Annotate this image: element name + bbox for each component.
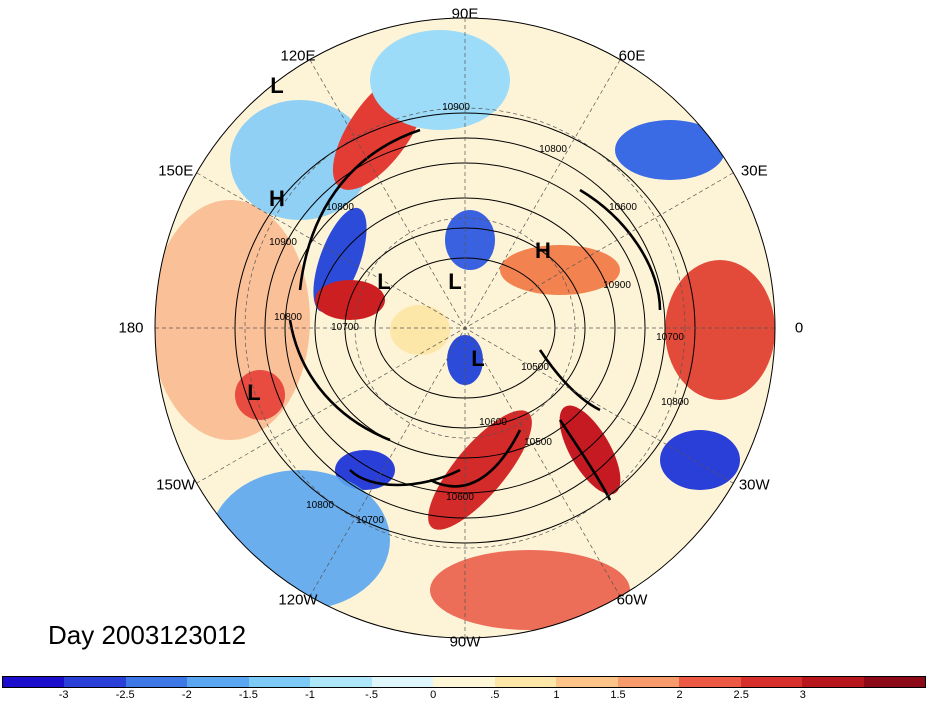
colorbar-swatch: [371, 677, 434, 687]
contour-label: 10500: [524, 437, 552, 448]
colorbar-swatch: [802, 677, 864, 687]
contour-label: 10600: [446, 492, 474, 503]
contour-label: 10800: [274, 312, 302, 323]
longitude-label: 90W: [449, 633, 481, 651]
colorbar-swatch: [64, 677, 126, 687]
day-label: Day 2003123012: [48, 620, 247, 650]
colorbar-tick-label: 0: [430, 689, 437, 701]
colorbar-swatch: [187, 677, 249, 687]
colorbar: [2, 676, 926, 688]
longitude-label: 180: [118, 319, 144, 337]
low-pressure-marker: L: [471, 346, 484, 371]
low-pressure-marker: L: [270, 73, 283, 98]
contour-label: 10900: [603, 280, 631, 291]
contour-label: 10700: [356, 515, 384, 526]
colorbar-tick-label: -2: [181, 689, 192, 701]
high-pressure-marker: H: [535, 238, 551, 263]
colorbar-tick-label: 1.5: [610, 689, 626, 701]
longitude-label: 30W: [738, 476, 770, 494]
colorbar-swatch: [494, 677, 557, 687]
contour-label: 10800: [539, 144, 567, 155]
colorbar-tick-label: -1: [305, 689, 315, 701]
contour-label: 10900: [269, 237, 297, 248]
low-pressure-marker: L: [247, 380, 260, 405]
colorbar-swatch: [863, 677, 926, 687]
colorbar-ticks: -3 -2.5 -2 -1.5 -1 -.5 0 .5 1 1.5 2 2.5 3: [0, 689, 928, 703]
colorbar-swatch: [740, 677, 803, 687]
longitude-label: 90E: [451, 5, 479, 23]
longitude-label: 120W: [278, 591, 318, 609]
high-pressure-marker: H: [269, 186, 285, 211]
colorbar-tick-label: .5: [490, 689, 500, 701]
contour-label: 10500: [521, 362, 549, 373]
colorbar-tick-label: -1.5: [238, 689, 258, 701]
colorbar-swatch: [310, 677, 372, 687]
longitude-label: 60W: [616, 591, 648, 609]
contour-label: 10800: [306, 500, 334, 511]
colorbar-swatch: [248, 677, 311, 687]
colorbar-tick-label: 2: [676, 689, 683, 701]
longitude-label: 0: [794, 319, 804, 337]
contour-label: 10900: [442, 102, 470, 113]
contour-label: 10800: [326, 202, 354, 213]
anomaly-field: [155, 18, 775, 638]
contour-label: 10700: [331, 322, 359, 333]
longitude-label: 150E: [158, 162, 194, 180]
longitude-label: 120E: [280, 47, 316, 65]
contour-label: 10600: [609, 202, 637, 213]
contour-label: 10800: [661, 397, 689, 408]
colorbar-swatch: [3, 677, 65, 687]
longitude-label: 150W: [156, 476, 196, 494]
longitude-label: 60E: [618, 47, 646, 65]
colorbar-tick-label: -.5: [365, 689, 379, 701]
contour-label: 10600: [479, 417, 507, 428]
colorbar-swatch: [556, 677, 618, 687]
colorbar-tick-label: 2.5: [733, 689, 749, 701]
colorbar-tick-label: 1: [553, 689, 560, 701]
colorbar-swatch: [679, 677, 741, 687]
colorbar-tick-label: -2.5: [115, 689, 135, 701]
colorbar-tick-label: -3: [58, 689, 69, 701]
low-pressure-marker: L: [448, 269, 461, 294]
contour-label: 10700: [656, 332, 684, 343]
longitude-label: 30E: [740, 162, 768, 180]
colorbar-swatch: [617, 677, 680, 687]
colorbar-swatch: [433, 677, 495, 687]
colorbar-tick-label: 3: [799, 689, 806, 701]
colorbar-swatch: [125, 677, 188, 687]
low-pressure-marker: L: [377, 269, 390, 294]
